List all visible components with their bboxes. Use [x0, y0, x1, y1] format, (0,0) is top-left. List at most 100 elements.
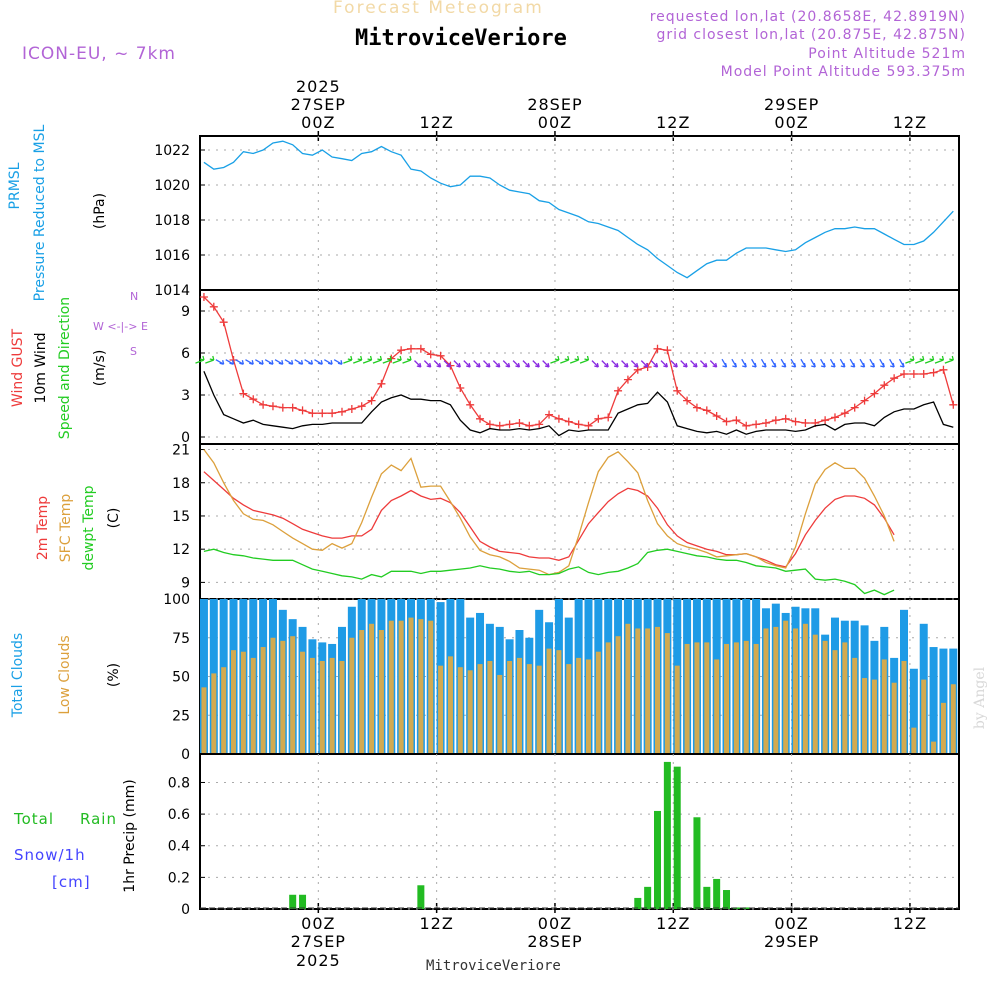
wind-arrow [800, 358, 807, 368]
wind-arrow [453, 360, 461, 368]
x-time-label: 00Z [538, 113, 572, 132]
wind-arrow [650, 360, 659, 368]
y-tick-label: 3 [181, 388, 190, 404]
wind-arrow [333, 359, 343, 365]
wind-arrow [550, 355, 560, 364]
rain-bar [644, 886, 652, 909]
gust-marker [377, 379, 386, 388]
low-cloud-bar [881, 659, 887, 754]
low-cloud-bar [733, 642, 739, 754]
wind-arrow [944, 355, 954, 364]
gust-marker [850, 403, 859, 412]
gust-marker [919, 370, 928, 378]
y-tick-label: 0.8 [168, 775, 190, 791]
wind-arrow [810, 358, 816, 368]
wind-arrow [660, 360, 668, 368]
gust-marker [268, 402, 277, 411]
low-cloud-bar [546, 648, 552, 754]
low-cloud-bar [832, 650, 838, 754]
gust-marker [466, 400, 475, 409]
low-cloud-bar [812, 634, 818, 754]
wind-arrow [235, 359, 245, 365]
low-cloud-bar [743, 640, 749, 754]
low-cloud-bar [595, 651, 601, 754]
gust-marker [554, 414, 563, 423]
wind-arrow [690, 360, 698, 368]
wind-arrow [324, 359, 333, 365]
wind-arrow [245, 359, 254, 365]
gust-marker [909, 370, 918, 378]
rain-bar [634, 897, 642, 909]
y-tick-label: 1014 [154, 283, 190, 299]
x-time-label: 12Z [656, 113, 690, 132]
compass-north: N [130, 290, 139, 303]
wind-arrow [215, 359, 225, 365]
gust-marker [929, 368, 938, 377]
low-cloud-bar [724, 643, 730, 754]
gust-marker [781, 414, 790, 423]
wind-arrow [274, 359, 284, 365]
low-cloud-bar [802, 623, 808, 754]
gust-marker [485, 420, 494, 429]
gust-marker [692, 403, 701, 412]
gust-marker [939, 365, 948, 374]
gust-marker [397, 346, 406, 355]
y-tick-label: 1018 [154, 213, 190, 229]
gust-marker [722, 417, 731, 426]
low-cloud-bar [773, 626, 779, 754]
gust-marker [495, 421, 504, 430]
wind-arrow [512, 360, 521, 368]
low-cloud-bar [260, 647, 266, 754]
gust-marker [614, 386, 623, 395]
wind-arrow [522, 360, 530, 368]
low-cloud-bar [714, 659, 720, 754]
gust-marker [199, 293, 208, 301]
gust-marker [840, 409, 849, 418]
x-time-label: 00Z [301, 113, 335, 132]
chart-title: Forecast Meteogram [333, 0, 544, 18]
gust-marker [407, 344, 416, 353]
low-cloud-bar [369, 623, 375, 754]
wind-arrow [640, 360, 649, 368]
gust-marker [337, 407, 346, 416]
gust-marker [584, 421, 593, 430]
gust-marker [259, 400, 268, 409]
wind-arrow [879, 358, 885, 368]
low-cloud-bar [339, 661, 345, 754]
gust-marker [357, 402, 366, 411]
wind-arrow [343, 355, 353, 364]
gust-marker [298, 406, 307, 415]
gust-marker [900, 370, 909, 378]
wind-arrow [889, 358, 895, 368]
x-date-label: 27SEP [291, 932, 346, 951]
gust-marker [209, 302, 218, 311]
y-tick-label: 75 [172, 631, 190, 647]
gust-marker [594, 414, 603, 423]
wind-arrow [402, 355, 412, 364]
low-cloud-bar [852, 657, 858, 754]
y-tick-label: 50 [172, 670, 190, 686]
wind-arrow [423, 360, 432, 368]
low-cloud-bar [300, 651, 306, 754]
total-cloud-bar [929, 647, 938, 754]
low-cloud-bar [901, 661, 907, 754]
low-cloud-bar [231, 650, 237, 754]
low-cloud-bar [931, 741, 937, 754]
y-tick-label: 0.2 [168, 870, 190, 886]
compass-south: S [130, 345, 137, 358]
wind-arrow [372, 355, 383, 364]
low-cloud-bar [290, 636, 296, 754]
x-time-label: 12Z [419, 914, 453, 933]
low-cloud-bar [842, 642, 848, 754]
low-cloud-bar [487, 661, 493, 754]
x-time-label: 00Z [538, 914, 572, 933]
wind-arrow [353, 355, 363, 364]
wind-arrow [560, 355, 570, 364]
low-cloud-bar [615, 636, 621, 754]
total-cloud-bar [909, 668, 918, 754]
low-cloud-bar [645, 628, 651, 754]
x-date-label: 29SEP [764, 95, 819, 114]
low-cloud-bar [221, 667, 227, 754]
gust-marker [791, 417, 800, 426]
